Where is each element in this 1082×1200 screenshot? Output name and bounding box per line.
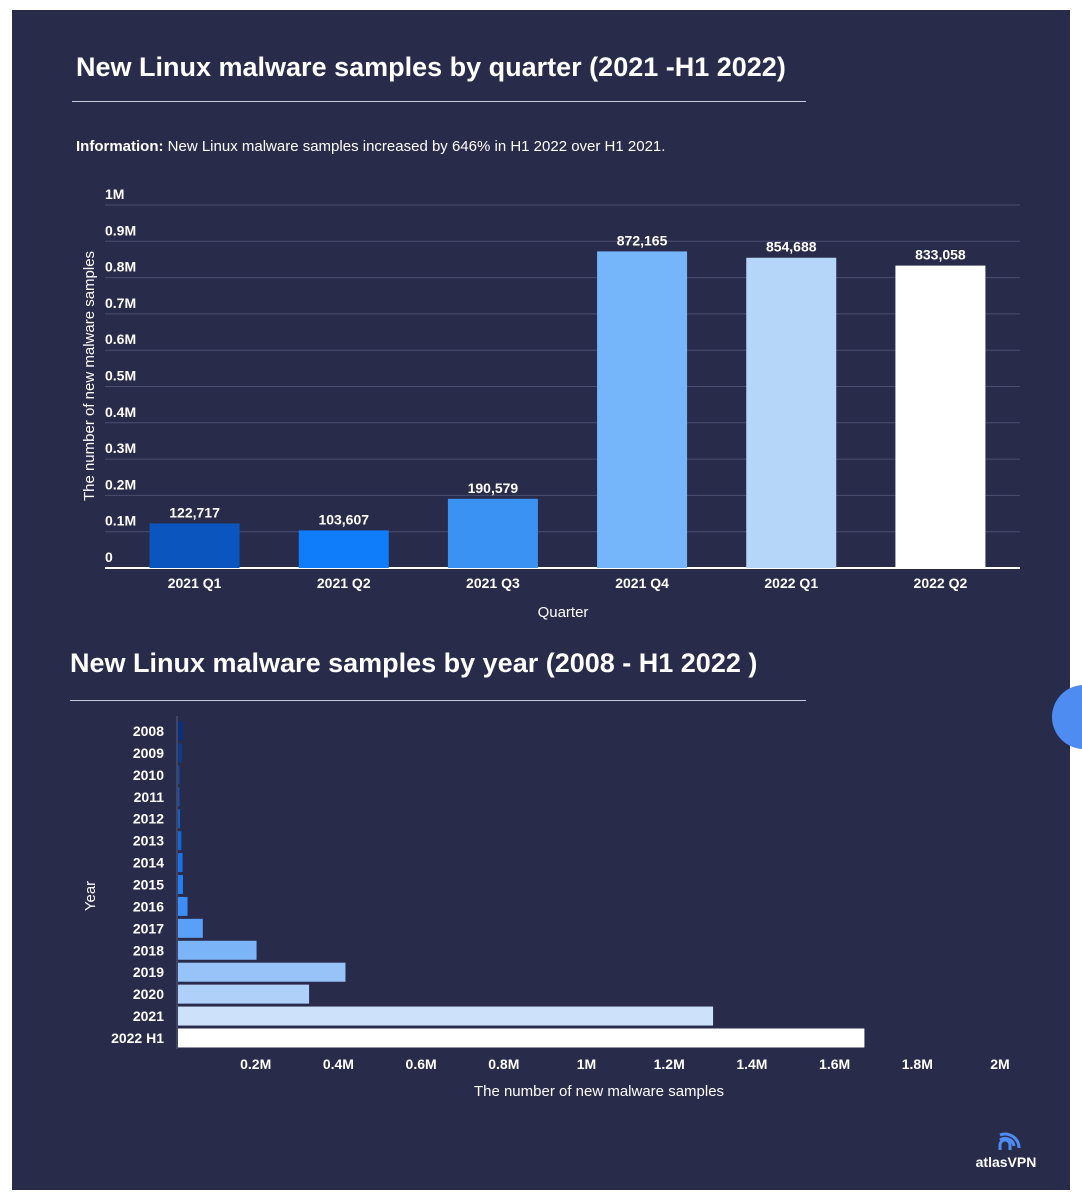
year-x-tick-label: 1.2M: [654, 1056, 685, 1072]
year-x-tick-label: 0.6M: [406, 1056, 437, 1072]
year-x-tick-label: 0.2M: [240, 1056, 271, 1072]
year-bar: [178, 853, 183, 873]
year-y-tick-label: 2020: [133, 986, 164, 1002]
quarter-bar: [447, 498, 538, 568]
year-y-tick-label: 2010: [133, 767, 164, 783]
quarter-bar: [597, 251, 688, 568]
quarter-y-tick-label: 0.6M: [105, 331, 136, 347]
year-bar: [178, 940, 257, 960]
quarter-y-tick-label: 0.3M: [105, 440, 136, 456]
quarter-y-tick-label: 0.2M: [105, 476, 136, 492]
quarter-x-tick-label: 2021 Q2: [317, 575, 371, 591]
year-x-axis-title: The number of new malware samples: [474, 1083, 724, 1100]
info-label: Information:: [76, 138, 164, 155]
quarter-chart: 0 0.1M 0.2M 0.3M 0.4M 0.5M 0.6M 0.7M 0.8M 0.9M 1M 1…: [81, 186, 1020, 621]
quarter-data-label: 103,607: [318, 511, 369, 527]
info-body: New Linux malware samples increased by 6…: [163, 138, 666, 155]
year-bar: [178, 743, 182, 763]
year-x-tick-label: 1M: [577, 1056, 596, 1072]
quarter-bar: [746, 257, 837, 568]
year-bar: [178, 721, 183, 741]
year-bar: [178, 787, 180, 807]
quarter-y-tick-label: 0.5M: [105, 368, 136, 384]
year-bar: [178, 896, 188, 916]
quarter-y-tick-label: 0.7M: [105, 295, 136, 311]
year-x-tick-label: 1.6M: [819, 1056, 850, 1072]
quarter-bar: [895, 265, 986, 568]
year-bar: [178, 765, 180, 785]
quarter-y-axis-title: The number of new malware samples: [81, 251, 98, 501]
year-y-tick-label: 2015: [133, 876, 164, 892]
year-y-axis-title: Year: [82, 881, 99, 911]
quarter-x-tick-label: 2022 Q2: [914, 575, 968, 591]
quarter-data-label: 833,058: [915, 247, 966, 263]
year-bar: [178, 874, 183, 894]
year-x-tick-label: 1.4M: [736, 1056, 767, 1072]
year-x-tick-label: 0.4M: [323, 1056, 354, 1072]
info-text: Information: New Linux malware samples i…: [76, 138, 665, 155]
year-y-tick-label: 2021: [133, 1008, 164, 1024]
year-y-tick-label: 2011: [134, 789, 165, 805]
logo-text: atlasVPN: [975, 1154, 1037, 1170]
quarter-y-tick-label: 0.1M: [105, 513, 136, 529]
quarter-chart-title: New Linux malware samples by quarter (20…: [76, 52, 786, 82]
atlas-wifi-icon: [998, 1132, 1021, 1150]
year-y-tick-label: 2008: [133, 723, 164, 739]
quarter-x-axis-title: Quarter: [538, 604, 589, 621]
quarter-data-label: 872,165: [617, 232, 668, 248]
quarter-bar: [298, 530, 389, 568]
year-title-rule: [70, 700, 806, 701]
quarter-x-tick-label: 2021 Q1: [168, 575, 222, 591]
year-x-tick-label: 0.8M: [488, 1056, 519, 1072]
year-bar: [178, 984, 310, 1004]
quarter-x-tick-label: 2021 Q3: [466, 575, 520, 591]
year-y-tick-label: 2014: [133, 855, 164, 871]
quarter-y-tick-label: 1M: [105, 186, 124, 202]
year-bar: [178, 962, 346, 982]
quarter-x-tick-label: 2022 Q1: [764, 575, 818, 591]
quarter-y-tick-label: 0.4M: [105, 404, 136, 420]
year-bar: [178, 1028, 865, 1048]
quarter-title-rule: [72, 101, 806, 102]
year-y-tick-label: 2016: [133, 898, 164, 914]
quarter-data-label: 190,579: [468, 480, 519, 496]
year-y-tick-label: 2013: [133, 833, 164, 849]
year-y-tick-label: 2019: [133, 964, 164, 980]
quarter-y-tick-label: 0.9M: [105, 222, 136, 238]
year-bar: [178, 1006, 714, 1026]
quarter-y-tick-label: 0: [105, 549, 113, 565]
year-x-tick-label: 1.8M: [902, 1056, 933, 1072]
quarter-x-tick-label: 2021 Q4: [615, 575, 669, 591]
year-y-tick-label: 2012: [133, 811, 164, 827]
year-x-tick-label: 2M: [990, 1056, 1009, 1072]
year-y-tick-label: 2022 H1: [111, 1030, 164, 1046]
quarter-bar: [149, 523, 240, 568]
year-y-tick-label: 2018: [133, 942, 164, 958]
year-y-tick-label: 2009: [133, 745, 164, 761]
year-chart-title: New Linux malware samples by year (2008 …: [70, 648, 758, 678]
quarter-data-label: 122,717: [169, 504, 220, 520]
atlasvpn-logo: atlasVPN: [966, 1124, 1046, 1174]
year-bar: [178, 918, 203, 938]
year-bar: [178, 809, 181, 829]
year-y-tick-label: 2017: [133, 920, 164, 936]
quarter-data-label: 854,688: [766, 239, 817, 255]
year-bar: [178, 831, 182, 851]
quarter-y-tick-label: 0.8M: [105, 259, 136, 275]
